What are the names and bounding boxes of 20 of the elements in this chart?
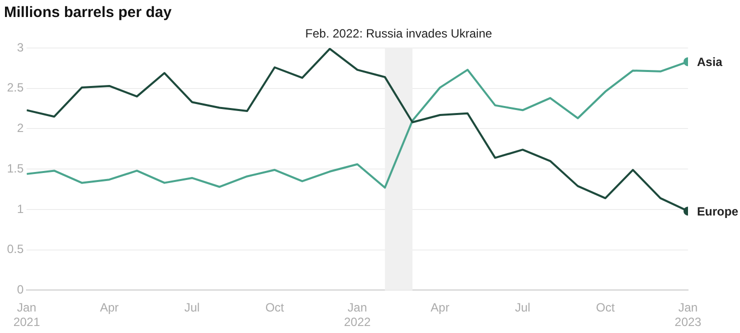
x-tick-label: Jan 2023	[674, 300, 702, 330]
band-label: Feb. 2022: Russia invades Ukraine	[305, 26, 492, 40]
series-label: Europe	[697, 204, 739, 218]
y-tick-label: 3	[16, 40, 24, 54]
x-tick-label: Oct	[265, 300, 285, 315]
x-tick-label: Jan 2021	[13, 300, 40, 330]
y-tick-label: 1.5	[6, 161, 24, 176]
x-tick-label: Apr	[430, 300, 450, 315]
x-tick-label: Apr	[100, 300, 119, 315]
series-label: Asia	[697, 55, 723, 70]
x-tick-label: Oct	[596, 300, 616, 315]
x-tick-label: Jan 2022	[344, 300, 372, 330]
y-tick-label: 0.5	[6, 242, 24, 256]
y-tick-label: 1	[16, 202, 24, 216]
x-tick-label: Jul	[515, 300, 530, 315]
chart-title: Millions barrels per day	[4, 4, 172, 22]
y-tick-label: 2	[16, 121, 24, 136]
y-tick-label: 2.5	[6, 80, 24, 95]
x-tick-label: Jul	[184, 300, 200, 315]
y-tick-label: 0	[16, 282, 24, 297]
